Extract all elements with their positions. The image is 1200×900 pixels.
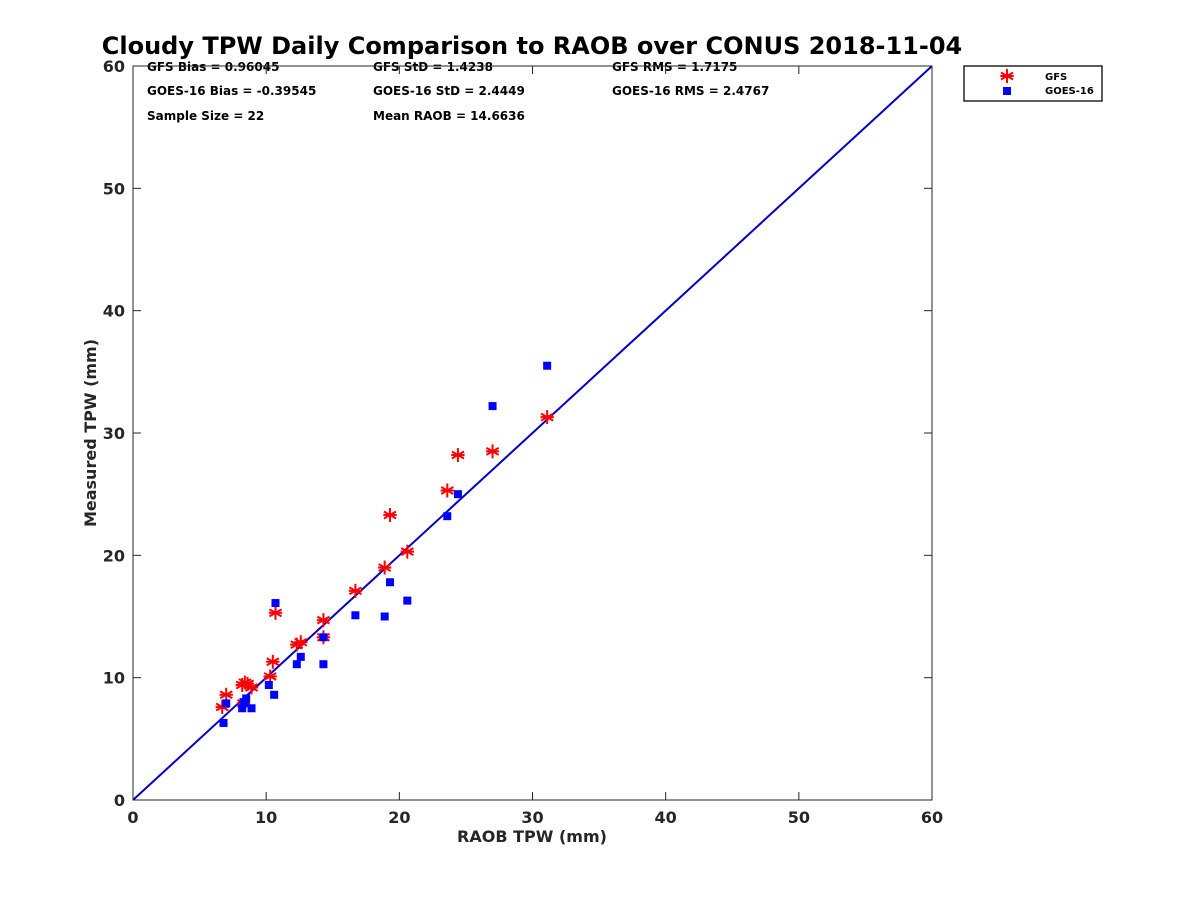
x-tick-label: 20 — [388, 808, 410, 827]
legend: GFS GOES-16 — [963, 65, 1103, 102]
y-tick-label: 10 — [103, 669, 125, 688]
x-tick-label: 30 — [521, 808, 543, 827]
stat-text: Sample Size = 22 — [147, 109, 264, 123]
gfs-point — [440, 483, 454, 498]
goes-16-point — [351, 611, 360, 620]
y-tick-label: 50 — [103, 179, 125, 198]
legend-box — [963, 65, 1103, 102]
x-axis-label: RAOB TPW (mm) — [457, 827, 607, 846]
gfs-point — [348, 583, 363, 598]
goes-16-point — [319, 633, 328, 642]
gfs-point — [316, 613, 331, 628]
y-tick-label: 20 — [103, 546, 125, 565]
stat-text: GFS StD = 1.4238 — [373, 60, 493, 74]
gfs-point — [485, 444, 500, 459]
gfs-point — [540, 410, 554, 425]
goes-16-point — [238, 704, 247, 713]
stat-text: GFS Bias = 0.96045 — [147, 60, 279, 74]
stat-text: GOES-16 StD = 2.4449 — [373, 84, 525, 98]
legend-marker-gfs — [1000, 69, 1014, 83]
goes-16-point — [219, 718, 228, 727]
x-tick-label: 60 — [921, 808, 943, 827]
goes-16-point — [380, 612, 389, 621]
x-tick-label: 10 — [255, 808, 277, 827]
goes-16-point — [292, 660, 301, 669]
gfs-point — [219, 687, 233, 702]
legend-label-goes-16: GOES-16 — [1045, 86, 1094, 97]
y-tick-label: 60 — [103, 57, 125, 76]
goes-16-point — [247, 704, 256, 713]
gfs-point — [294, 635, 308, 650]
goes-16-point — [488, 402, 497, 411]
gfs-point — [400, 544, 414, 559]
goes-16-point — [543, 361, 552, 370]
y-axis-label: Measured TPW (mm) — [81, 339, 100, 527]
gfs-point — [383, 507, 397, 522]
gfs-point — [451, 448, 465, 463]
goes-16-point — [264, 681, 273, 690]
goes-16-point — [453, 490, 462, 499]
goes-16-point — [403, 596, 412, 605]
axis-ticks: 0 10 20 30 40 50 60 0 10 20 30 40 50 60 — [103, 57, 943, 827]
data-markers — [215, 361, 554, 727]
stat-text: GOES-16 Bias = -0.39545 — [147, 84, 316, 98]
goes-16-point — [319, 660, 328, 669]
goes-16-point — [222, 699, 231, 708]
stat-text: GOES-16 RMS = 2.4767 — [612, 84, 769, 98]
y-tick-label: 0 — [114, 791, 125, 810]
stat-text: GFS RMS = 1.7175 — [612, 60, 737, 74]
stats-annotations: GFS Bias = 0.96045 GFS StD = 1.4238 GFS RM… — [147, 60, 769, 123]
goes-16-point — [296, 652, 305, 661]
chart-title: Cloudy TPW Daily Comparison to RAOB over… — [102, 32, 962, 60]
x-tick-label: 50 — [788, 808, 810, 827]
x-tick-label: 40 — [655, 808, 677, 827]
one-to-one-reference-line — [132, 65, 933, 801]
x-tick-label: 0 — [127, 808, 138, 827]
y-tick-label: 30 — [103, 424, 125, 443]
legend-label-gfs: GFS — [1045, 72, 1067, 83]
goes-16-point — [443, 512, 452, 521]
gfs-point — [235, 678, 249, 693]
goes-16-point — [239, 698, 248, 707]
stat-text: Mean RAOB = 14.6636 — [373, 109, 525, 123]
legend-marker-goes-16 — [1003, 87, 1011, 95]
goes-16-point — [271, 599, 280, 608]
goes-16-point — [270, 690, 279, 699]
gfs-point — [378, 560, 392, 575]
gfs-point — [266, 654, 280, 669]
goes-16-point — [386, 578, 395, 587]
gfs-point — [268, 605, 283, 620]
y-tick-label: 40 — [103, 302, 125, 321]
